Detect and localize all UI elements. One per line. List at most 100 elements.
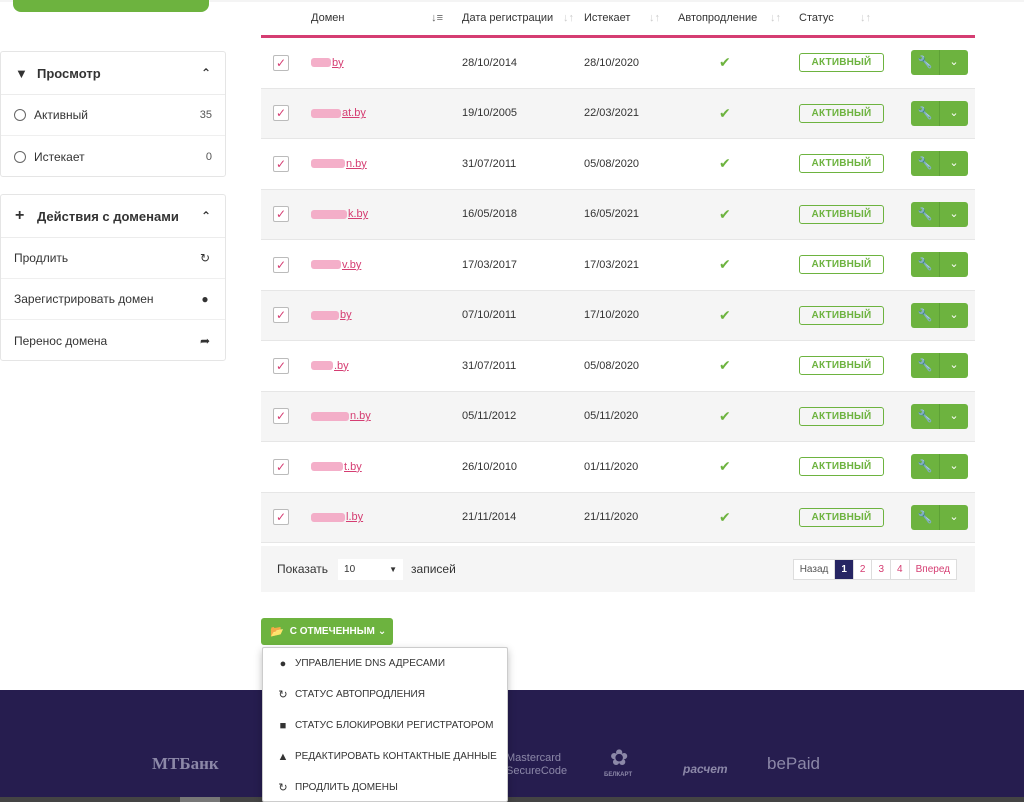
row-tools-button[interactable]: 🔧 ⌄ xyxy=(911,252,968,278)
view-panel-header[interactable]: ▼ Просмотр ⌃ xyxy=(1,52,225,95)
chevron-down-icon[interactable]: ⌄ xyxy=(949,460,959,473)
table-header: Домен ↓≡ Дата регистрации ↓↑ Истекает ↓↑… xyxy=(261,0,975,38)
row-tools-button[interactable]: 🔧 ⌄ xyxy=(911,100,968,126)
row-tools-button[interactable]: 🔧 ⌄ xyxy=(911,504,968,530)
filter-icon: ▼ xyxy=(15,65,28,81)
wrench-icon[interactable]: 🔧 xyxy=(911,50,940,76)
chevron-up-icon[interactable]: ⌃ xyxy=(200,66,211,80)
scrollbar-thumb[interactable] xyxy=(180,797,220,802)
domain-link[interactable]: t.by xyxy=(311,461,362,473)
page-size-value: 10 xyxy=(344,563,356,575)
wrench-icon[interactable]: 🔧 xyxy=(911,100,940,126)
wrench-icon[interactable]: 🔧 xyxy=(911,504,940,530)
wrench-icon[interactable]: 🔧 xyxy=(911,302,940,328)
row-tools-button[interactable]: 🔧 ⌄ xyxy=(911,50,968,76)
table-row: ✓ v.by 17/03/2017 17/03/2021 ✔ АКТИВНЫЙ … xyxy=(261,240,975,291)
domain-link[interactable]: v.by xyxy=(311,259,361,271)
sort-asc-icon[interactable]: ↓≡ xyxy=(431,11,443,24)
action-transfer[interactable]: Перенос домена ➦ xyxy=(1,320,225,361)
chevron-up-icon[interactable]: ⌃ xyxy=(200,209,211,223)
globe-icon: ● xyxy=(279,657,287,670)
chevron-down-icon[interactable]: ⌄ xyxy=(949,308,959,321)
sort-icon[interactable]: ↓↑ xyxy=(563,11,574,24)
menu-item-renew-domains[interactable]: ↻ ПРОДЛИТЬ ДОМЕНЫ xyxy=(263,772,507,802)
bottom-scrollbar[interactable] xyxy=(0,797,1024,802)
header-autorenew[interactable]: Автопродление ↓↑ xyxy=(668,0,789,35)
chevron-down-icon[interactable]: ⌄ xyxy=(949,258,959,271)
pager-next[interactable]: Вперед xyxy=(915,564,950,575)
chevron-down-icon[interactable]: ⌄ xyxy=(949,409,959,422)
pager-page-2[interactable]: 2 xyxy=(854,560,873,579)
chevron-down-icon[interactable]: ⌄ xyxy=(949,56,959,69)
row-tools-button[interactable]: 🔧 ⌄ xyxy=(911,302,968,328)
chevron-down-icon[interactable]: ⌄ xyxy=(949,157,959,170)
bulk-actions-button[interactable]: 📂 С ОТМЕЧЕННЫМ ⌄ xyxy=(261,618,393,645)
autorenew-check-icon: ✔ xyxy=(719,104,731,121)
domain-link[interactable]: by xyxy=(311,309,352,321)
wrench-icon[interactable]: 🔧 xyxy=(911,403,940,429)
actions-panel-header[interactable]: + Действия с доменами ⌃ xyxy=(1,195,225,238)
row-checkbox[interactable]: ✓ xyxy=(273,509,289,526)
wrench-icon[interactable]: 🔧 xyxy=(911,151,940,177)
row-checkbox[interactable]: ✓ xyxy=(273,256,289,273)
row-checkbox[interactable]: ✓ xyxy=(273,307,289,324)
domain-link[interactable]: l.by xyxy=(311,511,363,523)
header-expires[interactable]: Истекает ↓↑ xyxy=(582,0,668,35)
pager-page-3[interactable]: 3 xyxy=(872,560,892,579)
sort-icon[interactable]: ↓↑ xyxy=(860,11,871,24)
filter-active[interactable]: Активный 35 xyxy=(1,95,225,136)
top-green-button[interactable] xyxy=(13,0,209,12)
row-checkbox[interactable]: ✓ xyxy=(273,206,289,223)
chevron-down-icon[interactable]: ⌄ xyxy=(949,106,959,119)
mtbank-logo: МТБанк xyxy=(152,754,219,773)
radio-button[interactable] xyxy=(14,109,26,121)
registered-date: 21/11/2014 xyxy=(462,511,517,524)
row-tools-button[interactable]: 🔧 ⌄ xyxy=(911,403,968,429)
action-renew[interactable]: Продлить ↻ xyxy=(1,238,225,279)
menu-item-edit-contacts[interactable]: ▲ РЕДАКТИРОВАТЬ КОНТАКТНЫЕ ДАННЫЕ xyxy=(263,741,507,772)
domain-link[interactable]: .by xyxy=(311,360,349,372)
menu-item-registrar-lock[interactable]: ■ СТАТУС БЛОКИРОВКИ РЕГИСТРАТОРОМ xyxy=(263,710,507,741)
radio-button[interactable] xyxy=(14,150,26,163)
pager-page-1[interactable]: 1 xyxy=(835,560,854,579)
row-tools-button[interactable]: 🔧 ⌄ xyxy=(911,454,968,480)
row-checkbox[interactable]: ✓ xyxy=(273,105,289,122)
row-tools-button[interactable]: 🔧 ⌄ xyxy=(911,151,968,177)
domain-link[interactable]: n.by xyxy=(311,158,367,170)
row-checkbox[interactable]: ✓ xyxy=(273,357,289,374)
header-registered[interactable]: Дата регистрации ↓↑ xyxy=(451,0,582,35)
row-tools-button[interactable]: 🔧 ⌄ xyxy=(911,353,968,379)
wrench-icon[interactable]: 🔧 xyxy=(911,454,940,480)
filter-count: 35 xyxy=(199,109,212,121)
row-tools-button[interactable]: 🔧 ⌄ xyxy=(911,201,968,227)
header-domain[interactable]: Домен ↓≡ xyxy=(301,0,451,35)
row-checkbox[interactable]: ✓ xyxy=(273,155,289,172)
chevron-down-icon[interactable]: ⌄ xyxy=(949,359,959,372)
wrench-icon[interactable]: 🔧 xyxy=(911,353,940,379)
chevron-down-icon[interactable]: ⌄ xyxy=(949,207,959,220)
row-checkbox[interactable]: ✓ xyxy=(273,458,289,475)
show-label: Показать xyxy=(277,562,329,576)
sort-icon[interactable]: ↓↑ xyxy=(770,11,781,24)
domain-link[interactable]: by xyxy=(311,57,344,69)
menu-item-autorenew[interactable]: ↻ СТАТУС АВТОПРОДЛЕНИЯ xyxy=(263,679,507,710)
pager-prev[interactable]: Назад xyxy=(794,560,836,579)
menu-item-dns[interactable]: ● УПРАВЛЕНИЕ DNS АДРЕСАМИ xyxy=(263,648,507,679)
domain-link[interactable]: at.by xyxy=(311,107,366,119)
filter-expiring[interactable]: Истекает 0 xyxy=(1,136,225,177)
wrench-icon[interactable]: 🔧 xyxy=(911,201,940,227)
action-register[interactable]: Зарегистрировать домен ● xyxy=(1,279,225,320)
pager-page-4[interactable]: 4 xyxy=(891,560,910,579)
menu-item-label: УПРАВЛЕНИЕ DNS АДРЕСАМИ xyxy=(295,658,446,669)
row-checkbox[interactable]: ✓ xyxy=(273,54,289,71)
sort-icon[interactable]: ↓↑ xyxy=(649,11,660,24)
chevron-down-icon[interactable]: ⌄ xyxy=(949,510,959,523)
page-size-select[interactable]: 10 ▼ xyxy=(338,558,404,580)
domain-link[interactable]: k.by xyxy=(311,208,368,220)
raschet-logo: расчет xyxy=(683,762,728,776)
row-checkbox[interactable]: ✓ xyxy=(273,408,289,425)
autorenew-check-icon: ✔ xyxy=(719,54,731,71)
domain-link[interactable]: n.by xyxy=(311,410,371,422)
wrench-icon[interactable]: 🔧 xyxy=(911,252,940,278)
header-status[interactable]: Статус ↓↑ xyxy=(789,0,879,35)
